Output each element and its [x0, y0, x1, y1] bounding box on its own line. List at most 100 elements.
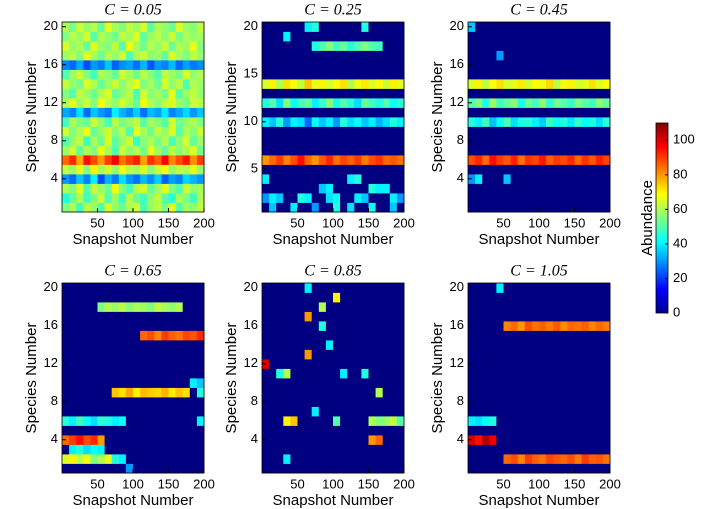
- heat-cell: [140, 311, 148, 322]
- heat-cell: [297, 155, 305, 165]
- heat-cell: [581, 387, 590, 398]
- heat-cell: [154, 117, 162, 127]
- heat-cell: [118, 387, 127, 398]
- heat-cell: [595, 126, 604, 137]
- heat-cell: [588, 88, 597, 99]
- heat-cell: [382, 126, 391, 137]
- x-tick-label: 150: [564, 215, 586, 230]
- heat-cell: [97, 359, 105, 369]
- heat-cell: [175, 193, 184, 203]
- heat-cell: [475, 387, 483, 398]
- heat-cell: [154, 321, 162, 331]
- heat-cell: [283, 425, 291, 436]
- heat-cell: [104, 50, 113, 61]
- heat-cell: [147, 406, 155, 417]
- heat-cell: [539, 330, 547, 341]
- heat-cell: [574, 60, 582, 70]
- heat-cell: [168, 107, 176, 118]
- heat-cell: [269, 368, 277, 379]
- heat-cell: [83, 397, 91, 407]
- heat-cell: [347, 98, 355, 108]
- heat-cell: [574, 283, 582, 293]
- heat-cell: [269, 406, 277, 417]
- heat-cell: [125, 202, 134, 213]
- heat-cell: [496, 155, 504, 165]
- heat-cell: [304, 126, 313, 137]
- heat-cell: [482, 31, 490, 42]
- heat-cell: [140, 359, 148, 369]
- heat-cell: [396, 378, 405, 388]
- heat-cell: [325, 302, 334, 312]
- heat-cell: [69, 349, 77, 360]
- heat-cell: [389, 155, 398, 165]
- heat-cell: [262, 330, 270, 341]
- heat-cell: [90, 463, 98, 474]
- heat-cell: [524, 416, 533, 426]
- heat-cell: [76, 60, 84, 70]
- heat-cell: [354, 292, 362, 303]
- heat-cell: [104, 117, 113, 127]
- heat-cell: [297, 283, 305, 293]
- heat-cell: [83, 368, 91, 379]
- heat-cell: [489, 107, 497, 118]
- heat-cell: [496, 174, 504, 184]
- heat-cell: [482, 435, 490, 445]
- heat-cell: [574, 136, 582, 146]
- heat-cell: [104, 406, 113, 417]
- heat-cell: [560, 387, 568, 398]
- heat-cell: [133, 88, 141, 99]
- heat-cell: [517, 79, 526, 89]
- heat-cell: [304, 193, 313, 203]
- heat-cell: [560, 31, 568, 42]
- heat-cell: [325, 60, 334, 70]
- heat-cell: [189, 406, 198, 417]
- heat-cell: [503, 359, 511, 369]
- heat-cell: [396, 359, 405, 369]
- heat-cell: [389, 416, 398, 426]
- heat-cell: [396, 107, 405, 118]
- heat-cell: [581, 330, 590, 341]
- y-axis-label: Species Number: [223, 62, 240, 173]
- heat-cell: [361, 183, 369, 194]
- heat-cell: [290, 425, 298, 436]
- heat-cell: [90, 145, 98, 156]
- heat-cell: [90, 425, 98, 436]
- heat-cell: [269, 463, 277, 474]
- heat-cell: [333, 330, 341, 341]
- heat-cell: [368, 292, 376, 303]
- heat-cell: [333, 406, 341, 417]
- heat-cell: [196, 164, 205, 175]
- heat-cell: [161, 22, 169, 32]
- heat-cell: [333, 183, 341, 194]
- heat-cell: [69, 321, 77, 331]
- heat-cell: [567, 359, 575, 369]
- heat-cell: [468, 416, 476, 426]
- heat-cell: [382, 416, 391, 426]
- heat-cell: [333, 463, 341, 474]
- heat-cell: [111, 368, 120, 379]
- heat-cell: [503, 79, 511, 89]
- heat-cell: [396, 202, 405, 213]
- heat-cell: [602, 41, 611, 51]
- heat-cell: [567, 117, 575, 127]
- heat-cell: [182, 292, 191, 303]
- heat-cell: [104, 98, 113, 108]
- heat-cell: [489, 117, 497, 127]
- heat-cell: [361, 444, 369, 455]
- heat-cell: [354, 406, 362, 417]
- heat-cell: [83, 378, 91, 388]
- heat-cell: [475, 69, 483, 80]
- heat-cell: [333, 174, 341, 184]
- heat-cell: [482, 79, 490, 89]
- heat-cell: [175, 98, 184, 108]
- heat-cell: [168, 88, 176, 99]
- heat-cell: [147, 31, 155, 42]
- heat-cell: [382, 302, 391, 312]
- heat-cell: [354, 174, 362, 184]
- heat-cell: [588, 41, 597, 51]
- heat-cell: [62, 31, 70, 42]
- heat-cell: [581, 283, 590, 293]
- heat-cell: [175, 321, 184, 331]
- heat-cell: [325, 406, 334, 417]
- heat-cell: [347, 387, 355, 398]
